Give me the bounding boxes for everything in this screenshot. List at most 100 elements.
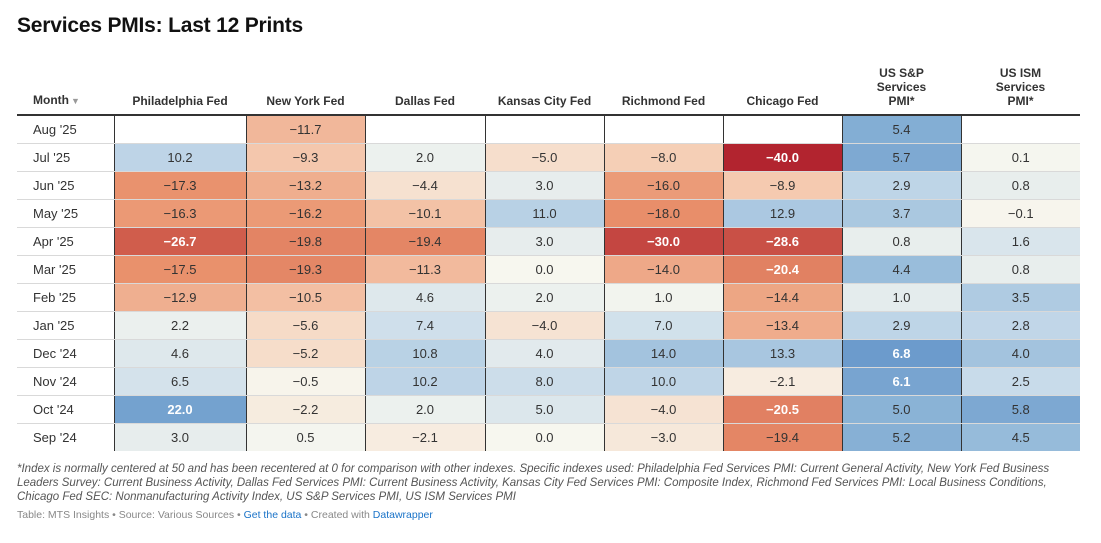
value-cell: −11.3: [364, 255, 485, 284]
value-cell: −8.9: [722, 171, 842, 200]
value-cell: 10.2: [113, 143, 246, 172]
value-cell: 4.0: [484, 339, 604, 368]
value-cell: −26.7: [113, 227, 246, 256]
table-row: May '25 −16.3 −16.2 −10.1 11.0 −18.0 12.9 3.7 −0…: [17, 199, 1080, 228]
value-cell: −8.0: [603, 143, 723, 172]
month-cell: Sep '24: [33, 430, 77, 445]
column-header[interactable]: New York Fed: [246, 66, 365, 116]
value-cell: 11.0: [484, 199, 604, 228]
column-header[interactable]: Philadelphia Fed: [114, 66, 246, 116]
value-cell: [364, 115, 485, 144]
value-cell: 6.1: [841, 367, 961, 396]
value-cell: −16.3: [113, 199, 246, 228]
table-row: Apr '25 −26.7 −19.8 −19.4 3.0 −30.0 −28.6 0.8 1.…: [17, 227, 1080, 256]
value-cell: −9.3: [245, 143, 365, 172]
value-cell: −16.2: [245, 199, 365, 228]
month-cell: Mar '25: [17, 255, 114, 284]
value-cell: −17.3: [113, 171, 246, 200]
value-cell: 5.8: [960, 395, 1080, 424]
table-row: Sep '24 3.0 0.5 −2.1 0.0 −3.0 −19.4 5.2 4.5: [17, 423, 1080, 451]
value-cell: 2.0: [484, 283, 604, 312]
source-text: Table: MTS Insights • Source: Various So…: [17, 509, 244, 521]
value-cell: −2.2: [245, 395, 365, 424]
month-cell: Jan '25: [17, 311, 114, 340]
value-cell: [484, 115, 604, 144]
value-cell: 7.0: [603, 311, 723, 340]
value-cell: −4.4: [364, 171, 485, 200]
value-cell: 1.0: [603, 283, 723, 312]
value-cell: 2.9: [841, 311, 961, 340]
value-cell: [603, 115, 723, 144]
value-cell: −10.1: [364, 199, 485, 228]
value-cell: −0.1: [960, 199, 1080, 228]
table-row: Dec '24 4.6 −5.2 10.8 4.0 14.0 13.3 6.8 4.0: [17, 339, 1080, 368]
column-header[interactable]: Chicago Fed: [723, 66, 842, 116]
value-cell: 2.8: [960, 311, 1080, 340]
value-cell: −14.4: [722, 283, 842, 312]
value-cell: 2.5: [960, 367, 1080, 396]
column-header[interactable]: US S&P Services PMI*: [842, 66, 961, 116]
value-cell: −20.4: [722, 255, 842, 284]
header-row: Month ▼ Philadelphia Fed New York Fed Dal…: [17, 66, 1080, 116]
value-cell: −5.0: [484, 143, 604, 172]
value-cell: [113, 115, 246, 144]
value-cell: 10.8: [364, 339, 485, 368]
month-cell: Jul '25: [17, 143, 114, 172]
value-cell: 5.2: [841, 423, 961, 451]
value-cell: 6.8: [841, 339, 961, 368]
value-cell: 3.5: [960, 283, 1080, 312]
value-cell: 10.2: [364, 367, 485, 396]
value-cell: 1.0: [841, 283, 961, 312]
value-cell: 4.6: [113, 339, 246, 368]
month-cell: Nov '24: [17, 367, 114, 396]
get-data-link[interactable]: Get the data: [243, 509, 302, 521]
column-header[interactable]: Richmond Fed: [604, 66, 723, 116]
value-cell: 8.0: [484, 367, 604, 396]
value-cell: 3.7: [841, 199, 961, 228]
value-cell: −30.0: [603, 227, 723, 256]
value-cell: 5.4: [841, 115, 961, 144]
page-title: Services PMIs: Last 12 Prints: [17, 14, 304, 37]
value-cell: −13.2: [245, 171, 365, 200]
created-with-text: • Created with: [301, 509, 373, 521]
value-cell: 0.1: [960, 143, 1080, 172]
sort-down-icon[interactable]: ▼: [70, 96, 80, 106]
value-cell: −20.5: [722, 395, 842, 424]
value-cell: −28.6: [722, 227, 842, 256]
value-cell: 5.0: [841, 395, 961, 424]
value-cell: 4.4: [841, 255, 961, 284]
month-cell: Oct '24: [17, 395, 114, 424]
value-cell: −12.9: [113, 283, 246, 312]
value-cell: −17.5: [113, 255, 246, 284]
value-cell: 0.0: [484, 255, 604, 284]
table-row: Mar '25 −17.5 −19.3 −11.3 0.0 −14.0 −20.4 4.4 0.…: [17, 255, 1080, 284]
value-cell: 0.8: [960, 255, 1080, 284]
value-cell: −19.4: [364, 227, 485, 256]
value-cell: 3.0: [484, 227, 604, 256]
value-cell: 2.0: [364, 143, 485, 172]
value-cell: −14.0: [603, 255, 723, 284]
value-cell: 7.4: [364, 311, 485, 340]
table-row: Jun '25 −17.3 −13.2 −4.4 3.0 −16.0 −8.9 2.9 0.8: [17, 171, 1080, 200]
footnote: *Index is normally centered at 50 and ha…: [17, 463, 1050, 503]
value-cell: 2.9: [841, 171, 961, 200]
value-cell: −10.5: [245, 283, 365, 312]
value-cell: −2.1: [364, 423, 485, 451]
month-header-label: Month: [33, 93, 69, 107]
value-cell: −19.4: [722, 423, 842, 451]
value-cell: −5.6: [245, 311, 365, 340]
month-column-header[interactable]: Month ▼: [17, 66, 114, 116]
value-cell: 5.7: [841, 143, 961, 172]
value-cell: 1.6: [960, 227, 1080, 256]
column-header[interactable]: Dallas Fed: [365, 66, 485, 116]
value-cell: −4.0: [603, 395, 723, 424]
column-header[interactable]: Kansas City Fed: [485, 66, 604, 116]
table-row: Feb '25 −12.9 −10.5 4.6 2.0 1.0 −14.4 1.0 3.5: [17, 283, 1080, 312]
datawrapper-link[interactable]: Datawrapper: [372, 509, 433, 521]
value-cell: 22.0: [113, 395, 246, 424]
table-row: Nov '24 6.5 −0.5 10.2 8.0 10.0 −2.1 6.1 2.5: [17, 367, 1080, 396]
value-cell: [722, 115, 842, 144]
month-cell: Dec '24: [17, 339, 114, 368]
value-cell: 3.0: [113, 423, 246, 451]
column-header[interactable]: US ISM Services PMI*: [961, 66, 1080, 116]
